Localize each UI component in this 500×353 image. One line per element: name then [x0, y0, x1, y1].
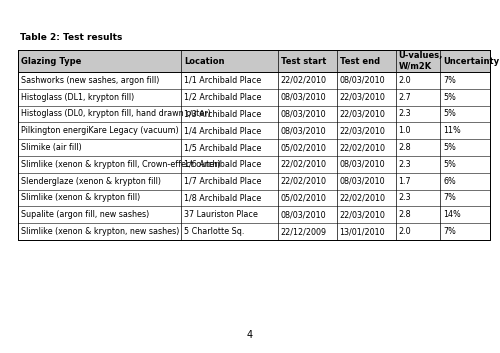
Text: 2.3: 2.3 — [398, 193, 411, 203]
Text: 22/03/2010: 22/03/2010 — [340, 93, 386, 102]
Text: Supalite (argon fill, new sashes): Supalite (argon fill, new sashes) — [21, 210, 149, 219]
Text: Slimlike (xenon & krypton fill): Slimlike (xenon & krypton fill) — [21, 193, 140, 203]
Text: 08/03/2010: 08/03/2010 — [340, 160, 385, 169]
Text: 05/02/2010: 05/02/2010 — [280, 193, 326, 203]
Text: 22/02/2010: 22/02/2010 — [340, 193, 386, 203]
Text: 22/12/2009: 22/12/2009 — [280, 227, 326, 236]
Text: 2.7: 2.7 — [398, 93, 411, 102]
Text: 1/7 Archibald Place: 1/7 Archibald Place — [184, 177, 261, 186]
Text: 1/1 Archibald Place: 1/1 Archibald Place — [184, 76, 261, 85]
Text: 22/02/2010: 22/02/2010 — [280, 76, 326, 85]
Text: 2.8: 2.8 — [398, 210, 411, 219]
Text: 37 Lauriston Place: 37 Lauriston Place — [184, 210, 258, 219]
Text: 5 Charlotte Sq.: 5 Charlotte Sq. — [184, 227, 244, 236]
Text: 08/03/2010: 08/03/2010 — [340, 177, 385, 186]
Bar — [18, 50, 490, 240]
Text: 1/8 Archibald Place: 1/8 Archibald Place — [184, 193, 261, 203]
Bar — [18, 207, 490, 223]
Text: 13/01/2010: 13/01/2010 — [340, 227, 385, 236]
Text: 2.0: 2.0 — [398, 76, 411, 85]
Bar — [18, 223, 490, 240]
Text: 08/03/2010: 08/03/2010 — [280, 210, 326, 219]
Text: 11%: 11% — [444, 126, 461, 135]
Text: 4: 4 — [247, 330, 253, 340]
Text: 5%: 5% — [444, 93, 456, 102]
Text: Table 2: Test results: Table 2: Test results — [20, 33, 122, 42]
Bar — [18, 156, 490, 173]
Text: 7%: 7% — [444, 193, 456, 203]
Text: 08/03/2010: 08/03/2010 — [280, 93, 326, 102]
Text: 22/03/2010: 22/03/2010 — [340, 109, 386, 119]
Text: Sashworks (new sashes, argon fill): Sashworks (new sashes, argon fill) — [21, 76, 160, 85]
Text: Glazing Type: Glazing Type — [21, 56, 82, 66]
Text: 2.8: 2.8 — [398, 143, 411, 152]
Text: 5%: 5% — [444, 109, 456, 119]
Text: Uncertainty: Uncertainty — [444, 56, 500, 66]
Bar — [18, 122, 490, 139]
Text: 1.0: 1.0 — [398, 126, 411, 135]
Text: 1.7: 1.7 — [398, 177, 411, 186]
Text: Location: Location — [184, 56, 224, 66]
Text: 5%: 5% — [444, 160, 456, 169]
Text: Histoglass (DL1, krypton fill): Histoglass (DL1, krypton fill) — [21, 93, 134, 102]
Text: 1/6 Archibald Place: 1/6 Archibald Place — [184, 160, 261, 169]
Text: 1/3 Archibald Place: 1/3 Archibald Place — [184, 109, 261, 119]
Text: 22/02/2010: 22/02/2010 — [340, 143, 386, 152]
Text: Slimlike (xenon & krypton, new sashes): Slimlike (xenon & krypton, new sashes) — [21, 227, 180, 236]
Text: 14%: 14% — [444, 210, 461, 219]
Text: 2.0: 2.0 — [398, 227, 411, 236]
Text: Test start: Test start — [280, 56, 326, 66]
Bar — [18, 50, 490, 72]
Text: Slimike (air fill): Slimike (air fill) — [21, 143, 82, 152]
Text: 7%: 7% — [444, 76, 456, 85]
Text: Histoglass (DL0, krypton fill, hand drawn outer): Histoglass (DL0, krypton fill, hand draw… — [21, 109, 211, 119]
Text: 05/02/2010: 05/02/2010 — [280, 143, 326, 152]
Text: 22/03/2010: 22/03/2010 — [340, 210, 386, 219]
Text: Slenderglaze (xenon & krypton fill): Slenderglaze (xenon & krypton fill) — [21, 177, 161, 186]
Text: 7%: 7% — [444, 227, 456, 236]
Text: 2.3: 2.3 — [398, 160, 411, 169]
Text: 1/2 Archibald Place: 1/2 Archibald Place — [184, 93, 261, 102]
Text: 08/03/2010: 08/03/2010 — [280, 109, 326, 119]
Text: 22/02/2010: 22/02/2010 — [280, 177, 326, 186]
Text: 6%: 6% — [444, 177, 456, 186]
Bar — [18, 139, 490, 156]
Bar — [18, 106, 490, 122]
Text: 1/4 Archibald Place: 1/4 Archibald Place — [184, 126, 261, 135]
Text: 22/03/2010: 22/03/2010 — [340, 126, 386, 135]
Text: Test end: Test end — [340, 56, 380, 66]
Text: 2.3: 2.3 — [398, 109, 411, 119]
Bar — [18, 89, 490, 106]
Bar — [18, 190, 490, 207]
Bar — [18, 72, 490, 89]
Text: 08/03/2010: 08/03/2010 — [340, 76, 385, 85]
Text: 1/5 Archibald Place: 1/5 Archibald Place — [184, 143, 261, 152]
Bar — [18, 173, 490, 190]
Text: 22/02/2010: 22/02/2010 — [280, 160, 326, 169]
Text: 08/03/2010: 08/03/2010 — [280, 126, 326, 135]
Text: U-values,
W/m2K: U-values, W/m2K — [398, 51, 443, 71]
Text: Pilkington energiKare Legacy (vacuum): Pilkington energiKare Legacy (vacuum) — [21, 126, 179, 135]
Text: Slimlike (xenon & krypton fill, Crown-effect outer): Slimlike (xenon & krypton fill, Crown-ef… — [21, 160, 221, 169]
Text: 5%: 5% — [444, 143, 456, 152]
